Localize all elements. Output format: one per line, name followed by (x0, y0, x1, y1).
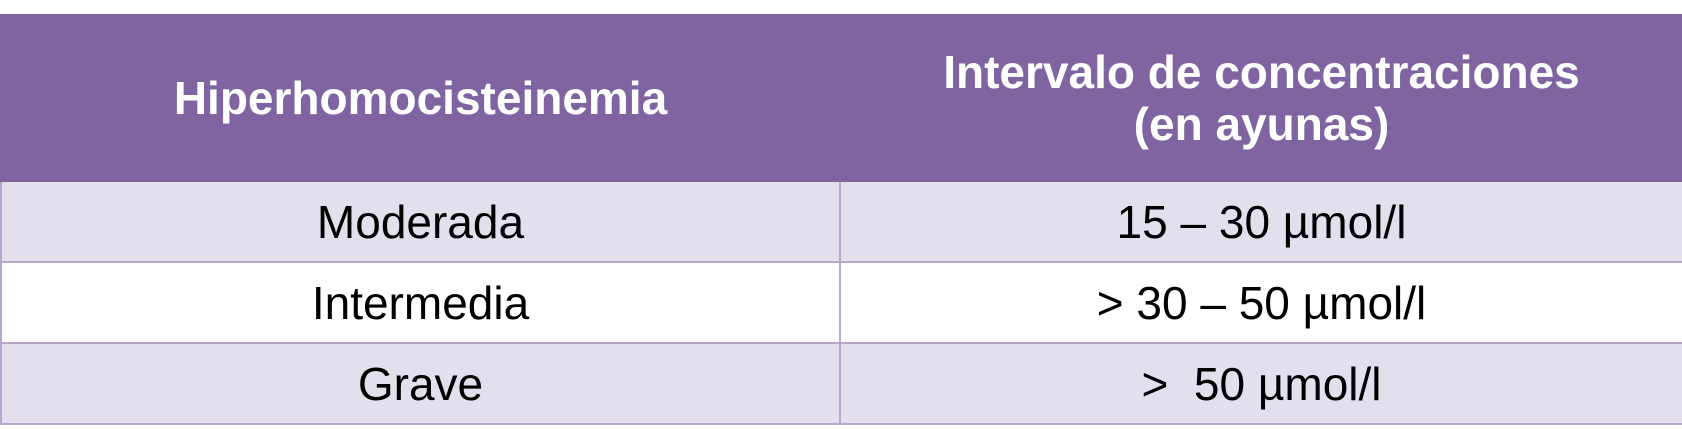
table-row: Moderada 15 – 30 µmol/l (0, 180, 1682, 263)
homocysteine-table-container: Hiperhomocisteinemia Intervalo de concen… (0, 14, 1682, 425)
range-cell: 15 – 30 µmol/l (839, 180, 1682, 263)
homocysteine-table: Hiperhomocisteinemia Intervalo de concen… (0, 14, 1682, 425)
header-severity-label: Hiperhomocisteinemia (173, 72, 668, 124)
severity-cell: Moderada (0, 180, 841, 263)
range-intermedia: > 30 – 50 µmol/l (1096, 276, 1427, 329)
table-row: Intermedia > 30 – 50 µmol/l (0, 261, 1682, 344)
severity-intermedia: Intermedia (311, 276, 530, 329)
severity-cell: Intermedia (0, 261, 841, 344)
table-row: Grave > 50 µmol/l (0, 342, 1682, 425)
table-body: Moderada 15 – 30 µmol/l Intermedia > 30 … (0, 180, 1682, 425)
header-range-line2: (en ayunas) (1133, 98, 1390, 150)
severity-moderada: Moderada (316, 195, 525, 248)
severity-cell: Grave (0, 342, 841, 425)
range-cell: > 30 – 50 µmol/l (839, 261, 1682, 344)
header-row: Hiperhomocisteinemia Intervalo de concen… (0, 14, 1682, 182)
range-moderada: 15 – 30 µmol/l (1116, 195, 1407, 248)
header-severity: Hiperhomocisteinemia (0, 14, 841, 182)
table-header: Hiperhomocisteinemia Intervalo de concen… (0, 14, 1682, 182)
range-cell: > 50 µmol/l (839, 342, 1682, 425)
header-range-line1: Intervalo de concentraciones (943, 46, 1580, 98)
header-range: Intervalo de concentraciones (en ayunas) (839, 14, 1682, 182)
range-grave: > 50 µmol/l (1141, 357, 1382, 410)
severity-grave: Grave (357, 357, 484, 410)
